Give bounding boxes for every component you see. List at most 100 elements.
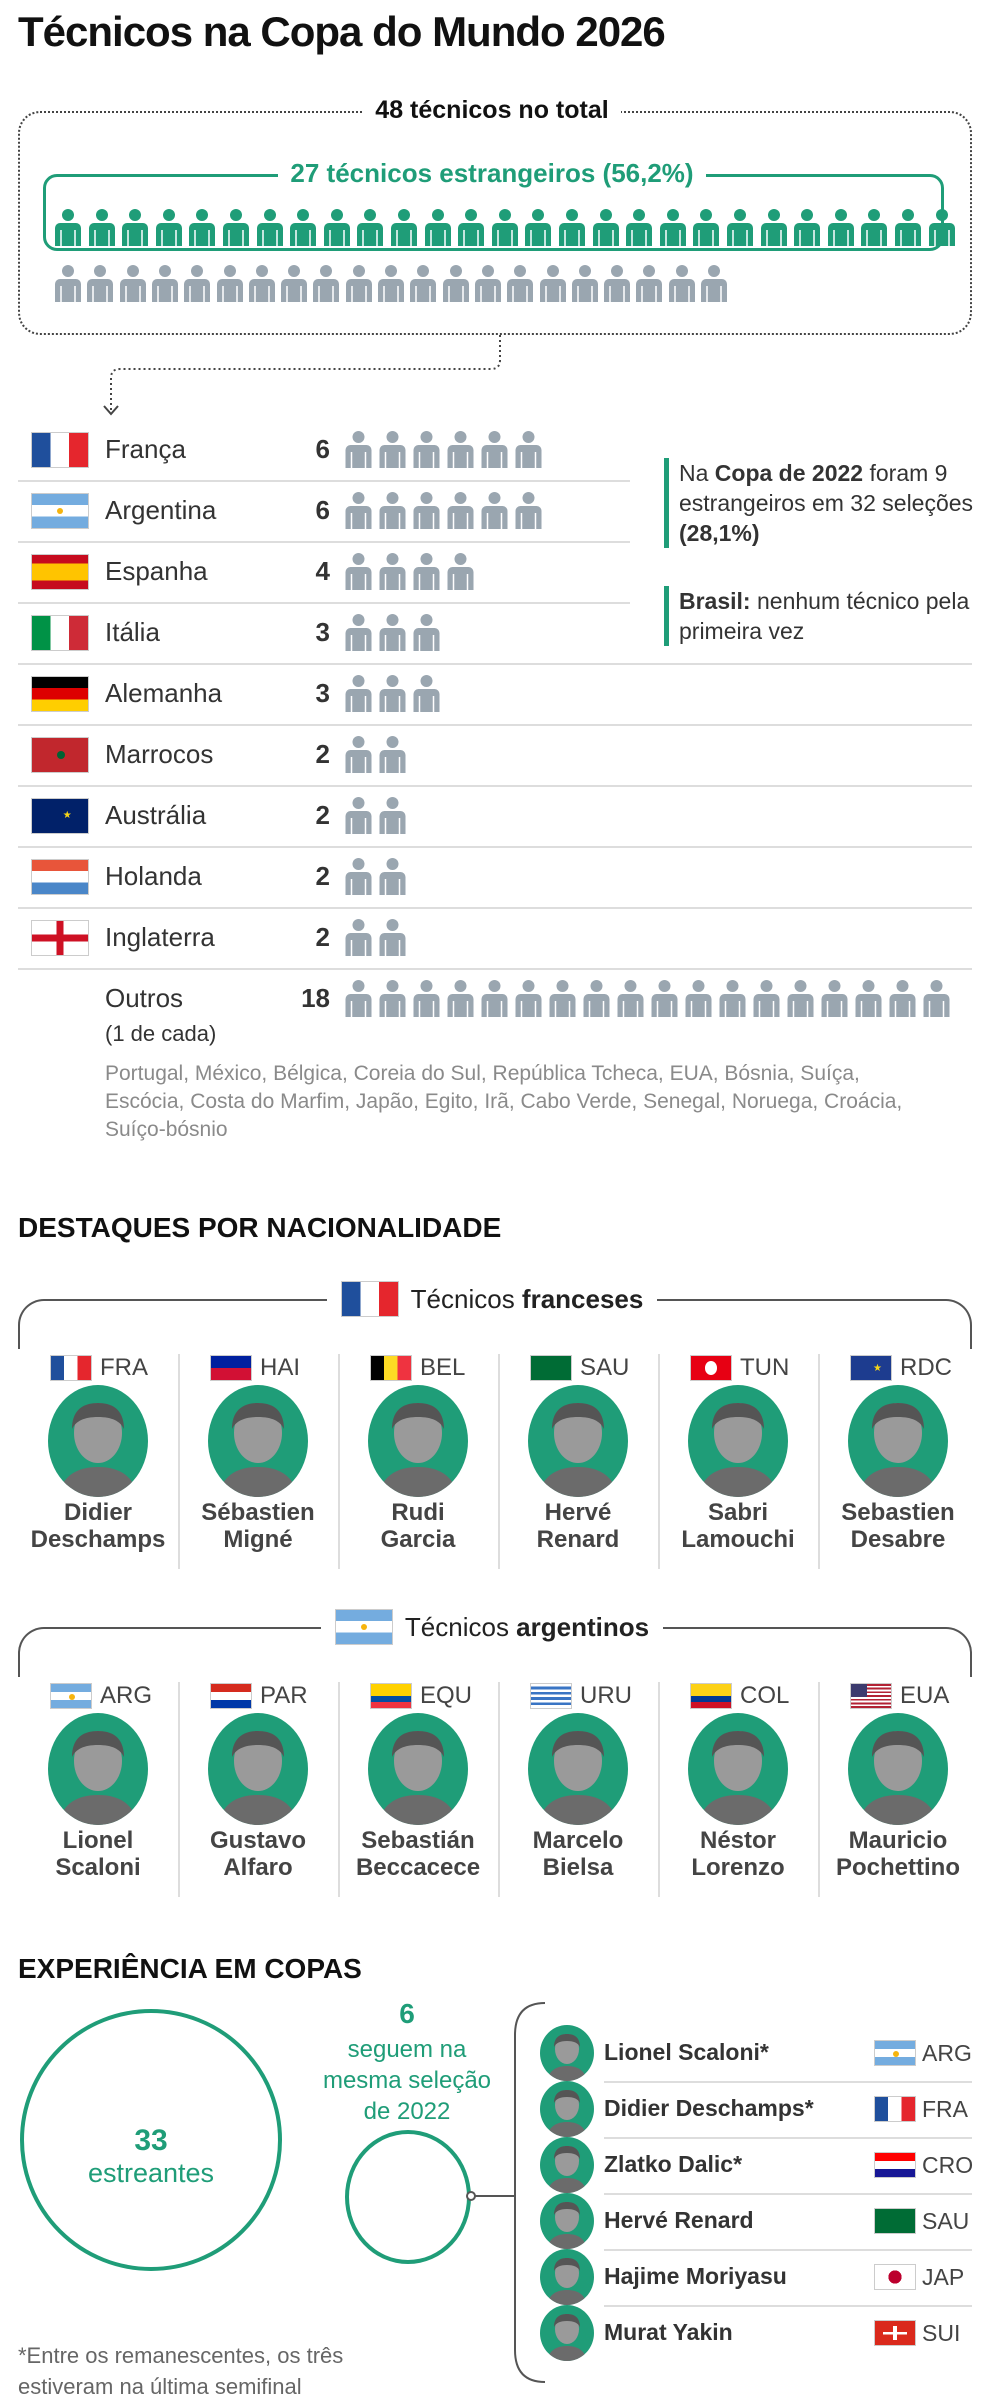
- country-code: URU: [580, 1682, 632, 1709]
- coach-name: Murat Yakin: [604, 2319, 733, 2345]
- coach-name: Sabri Lamouchi: [681, 1499, 795, 1553]
- flag-us-icon: [850, 1683, 892, 1709]
- note-text: Brasil:: [679, 588, 751, 614]
- coach-name: Rudi Garcia: [380, 1499, 456, 1553]
- country-code: FRA: [100, 1354, 148, 1381]
- note-text: Copa de 2022: [714, 460, 864, 486]
- nationality-title: DESTAQUES POR NACIONALIDADE: [18, 1212, 502, 1243]
- person-icon: [507, 265, 534, 302]
- person-icon: [248, 265, 275, 302]
- person-icon: [410, 265, 437, 302]
- side-note: Brasil: nenhum técnico pela primeira vez: [664, 586, 974, 646]
- person-icon: [413, 553, 440, 590]
- country-code: PAR: [260, 1682, 308, 1709]
- same-count: 6: [399, 1998, 415, 2029]
- flag-en-icon: [31, 920, 89, 956]
- flag-fr-icon: [340, 1281, 399, 1317]
- flag-jp-icon: [874, 2264, 916, 2290]
- country-name: Alemanha: [105, 678, 223, 708]
- country-count: 2: [315, 739, 330, 769]
- person-icon: [323, 209, 350, 246]
- person-icon: [592, 209, 619, 246]
- coach-name: Lionel Scaloni: [55, 1827, 141, 1881]
- coach-name: Mauricio Pochettino: [836, 1827, 960, 1881]
- others-label: Outros: [105, 983, 184, 1013]
- flag-tn-icon: [690, 1355, 732, 1381]
- person-icon: [515, 980, 542, 1017]
- coach-name: Zlatko Dalic*: [604, 2151, 743, 2177]
- person-icon: [515, 492, 542, 529]
- person-icon: [345, 736, 372, 773]
- coach-photo: [688, 1385, 788, 1497]
- person-icon: [379, 553, 406, 590]
- person-icon: [379, 675, 406, 712]
- person-icon: [281, 265, 308, 302]
- country-code: CRO: [922, 2152, 974, 2178]
- country-code: FRA: [922, 2096, 968, 2122]
- coach-name: Hervé Renard: [536, 1499, 620, 1553]
- person-icon: [442, 265, 469, 302]
- person-icon: [889, 980, 916, 1017]
- flag-uy-icon: [530, 1683, 572, 1709]
- flag-ch-icon: [874, 2320, 916, 2346]
- group-nationality: argentinos: [516, 1611, 650, 1642]
- list-bracket: [466, 2002, 545, 2383]
- flag-ar-icon: [874, 2040, 916, 2066]
- person-icon: [379, 736, 406, 773]
- country-code: SUI: [922, 2320, 961, 2346]
- flag-fr-icon: [50, 1355, 92, 1381]
- same-label: seguem na: [347, 2036, 467, 2063]
- flag-ht-icon: [210, 1355, 252, 1381]
- coach-name: Sébastien Migné: [201, 1499, 315, 1553]
- person-icon: [701, 265, 727, 302]
- note-text: (28,1%): [679, 520, 760, 546]
- person-icon: [345, 553, 372, 590]
- row-divider: [604, 2305, 972, 2307]
- person-icon: [189, 209, 216, 246]
- person-icon: [693, 209, 720, 246]
- coach-name: Hervé Renard: [604, 2207, 754, 2233]
- page-title: Técnicos na Copa do Mundo 2026: [18, 8, 666, 55]
- column-divider: [658, 1682, 660, 1897]
- person-icon: [345, 980, 372, 1017]
- person-icon: [827, 209, 854, 246]
- person-icon: [923, 980, 950, 1017]
- person-icon: [345, 675, 372, 712]
- country-name: Itália: [105, 617, 160, 647]
- person-icon: [313, 265, 340, 302]
- row-divider: [18, 907, 972, 909]
- coach-photo: [540, 2025, 594, 2081]
- person-icon: [787, 980, 814, 1017]
- country-name: Argentina: [105, 495, 217, 525]
- person-icon: [617, 980, 644, 1017]
- person-icon: [413, 614, 440, 651]
- experience-title: EXPERIÊNCIA EM COPAS: [18, 1953, 362, 1984]
- country-code: SAU: [580, 1354, 630, 1381]
- person-icon: [119, 265, 146, 302]
- note-text: Na: [679, 460, 715, 486]
- coach-photo: [688, 1713, 788, 1825]
- flag-fr-icon: [874, 2096, 916, 2122]
- column-divider: [818, 1354, 820, 1569]
- person-icon: [345, 919, 372, 956]
- person-icon: [379, 492, 406, 529]
- person-icon: [155, 209, 182, 246]
- person-icon: [345, 265, 372, 302]
- column-divider: [818, 1682, 820, 1897]
- flag-be-icon: [370, 1355, 412, 1381]
- coach-photo: [848, 1385, 948, 1497]
- country-code: BEL: [420, 1354, 466, 1381]
- coach-photo: [540, 2305, 594, 2361]
- coach-name: Hajime Moriyasu: [604, 2263, 787, 2289]
- person-icon: [481, 431, 508, 468]
- row-divider: [18, 724, 972, 726]
- coach-photo: [208, 1713, 308, 1825]
- country-name: Austrália: [105, 800, 207, 830]
- person-icon: [559, 209, 585, 246]
- row-divider: [604, 2249, 972, 2251]
- column-divider: [338, 1354, 340, 1569]
- coach-name: Sebastián Beccacece: [355, 1827, 481, 1881]
- total-label: 48 técnicos no total: [363, 96, 621, 124]
- coach-photo: [208, 1385, 308, 1497]
- row-divider: [18, 663, 972, 665]
